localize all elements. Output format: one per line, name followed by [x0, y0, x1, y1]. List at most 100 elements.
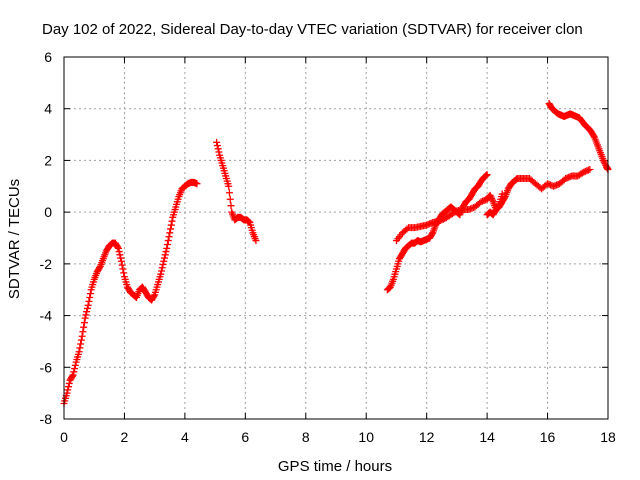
data-point: [159, 261, 167, 269]
data-point: [163, 244, 171, 252]
data-point: [82, 311, 90, 319]
data-point: [586, 165, 594, 173]
data-point: [83, 304, 91, 312]
y-tick-label: 4: [44, 101, 52, 117]
data-point: [215, 148, 223, 156]
plot-frame: [63, 56, 609, 420]
data-point: [161, 251, 169, 259]
x-axis-label: GPS time / hours: [278, 458, 392, 475]
data-point: [600, 158, 608, 166]
data-point: [578, 169, 586, 177]
data-point: [160, 254, 168, 262]
data-point: [118, 261, 126, 269]
data-point: [213, 142, 221, 150]
data-point: [81, 314, 89, 322]
y-tick-label: 2: [44, 152, 52, 168]
data-point: [403, 225, 411, 233]
data-point: [225, 189, 233, 197]
x-tick-label: 2: [121, 429, 129, 445]
series-segment-1: [60, 178, 201, 407]
data-point: [157, 270, 165, 278]
data-point: [96, 264, 104, 272]
data-point: [168, 217, 176, 225]
data-point: [500, 194, 508, 202]
data-point: [165, 233, 173, 241]
data-point: [83, 308, 91, 316]
data-point: [65, 379, 73, 387]
data-point: [225, 182, 233, 190]
data-point: [167, 225, 175, 233]
data-point: [76, 344, 84, 352]
data-point: [77, 336, 85, 344]
data-point: [75, 348, 83, 356]
x-tick-label: 14: [479, 429, 495, 445]
x-tick-label: 18: [600, 429, 616, 445]
data-point: [79, 328, 87, 336]
data-point: [160, 257, 168, 265]
data-point: [590, 132, 598, 140]
data-point: [158, 264, 166, 272]
series-segment-5: [483, 190, 506, 219]
data-point: [166, 229, 174, 237]
data-point: [252, 237, 260, 245]
axis-ticks: [63, 56, 609, 420]
data-point: [193, 180, 201, 188]
data-point: [226, 195, 234, 203]
y-axis-label: SDTVAR / TECUs: [6, 179, 23, 299]
y-tick-label: -4: [40, 308, 53, 324]
data-point: [115, 248, 123, 256]
data-point: [70, 368, 78, 376]
data-point: [227, 202, 235, 210]
data-point: [85, 297, 93, 305]
y-tick-label: -2: [40, 256, 53, 272]
data-point: [77, 340, 85, 348]
series-segment-2: [213, 138, 260, 245]
data-point: [483, 171, 491, 179]
data-point: [214, 145, 222, 153]
data-point: [80, 323, 88, 331]
x-tick-label: 16: [540, 429, 556, 445]
data-point: [117, 257, 125, 265]
data-point: [488, 195, 496, 203]
data-point: [428, 230, 436, 238]
x-tick-label: 10: [358, 429, 374, 445]
data-point: [117, 254, 125, 262]
y-tick-labels: -8 -6 -4 -2 0 2 4 6: [40, 49, 53, 427]
data-point: [86, 290, 94, 298]
x-tick-label: 0: [60, 429, 68, 445]
x-tick-labels: 0 2 4 6 8 10 12 14 16 18: [60, 429, 616, 445]
data-point: [65, 383, 73, 391]
data-point: [157, 267, 165, 275]
data-point: [213, 138, 221, 146]
data-point: [114, 244, 122, 252]
data-point: [84, 301, 92, 309]
series-segment-4: [392, 165, 594, 245]
y-tick-label: -6: [40, 359, 53, 375]
data-point: [86, 293, 94, 301]
data-point: [119, 265, 127, 273]
data-point: [114, 243, 122, 251]
data-point: [120, 269, 128, 277]
x-tick-label: 4: [181, 429, 189, 445]
x-tick-label: 6: [241, 429, 249, 445]
data-point: [487, 193, 495, 201]
data-point: [80, 319, 88, 327]
data-point: [488, 196, 496, 204]
y-tick-label: -8: [40, 411, 53, 427]
data-point: [63, 389, 71, 397]
data-point: [451, 208, 459, 216]
chart-title: Day 102 of 2022, Sidereal Day-to-day VTE…: [42, 21, 583, 38]
x-tick-label: 12: [419, 429, 435, 445]
data-point: [486, 191, 494, 199]
data-point: [164, 237, 172, 245]
data-point: [71, 365, 79, 373]
data-point: [150, 292, 158, 300]
data-point: [494, 202, 502, 210]
data-point: [498, 190, 506, 198]
y-tick-label: 0: [44, 204, 52, 220]
data-point: [78, 332, 86, 340]
data-point: [71, 361, 79, 369]
data-point: [64, 386, 72, 394]
data-point: [599, 156, 607, 164]
